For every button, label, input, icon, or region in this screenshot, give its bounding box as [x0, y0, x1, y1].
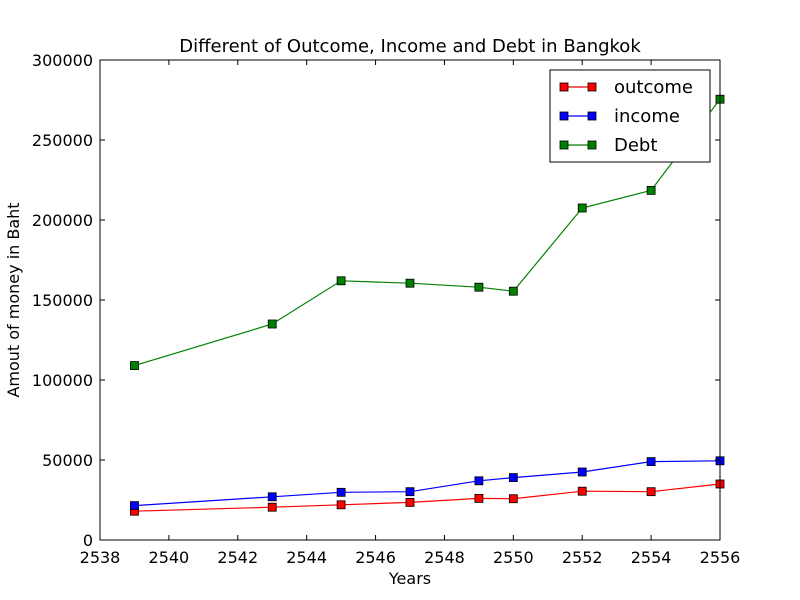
data-point-outcome — [508, 494, 518, 504]
data-point-income — [646, 457, 656, 467]
y-tick-label: 250000 — [32, 131, 93, 150]
x-tick-label: 2554 — [631, 548, 672, 567]
data-point-outcome — [267, 502, 277, 512]
legend-marker — [559, 140, 569, 150]
data-point-income — [130, 501, 139, 511]
x-tick-label: 2556 — [700, 548, 741, 567]
data-point-debt — [130, 361, 139, 371]
legend-entry-income: income — [559, 106, 680, 127]
y-tick-label: 150000 — [32, 291, 93, 310]
y-tick-label: 100000 — [32, 371, 93, 390]
x-axis-label: Years — [388, 569, 431, 588]
data-point-income — [336, 487, 346, 497]
legend-marker — [559, 82, 569, 92]
data-point-income — [267, 492, 277, 502]
y-axis-label: Amout of money in Baht — [4, 202, 23, 397]
data-point-outcome — [577, 486, 587, 496]
data-point-income — [577, 467, 587, 477]
data-point-outcome — [405, 497, 415, 507]
x-tick-label: 2542 — [217, 548, 258, 567]
y-tick-label: 50000 — [42, 451, 93, 470]
legend-marker — [587, 140, 597, 150]
legend-marker — [587, 82, 597, 92]
data-point-outcome — [646, 487, 656, 497]
x-tick-label: 2552 — [562, 548, 603, 567]
legend: outcome income Debt — [549, 69, 711, 163]
x-tick-label: 2538 — [80, 548, 121, 567]
y-tick-label: 300000 — [32, 51, 93, 70]
legend-entry-outcome: outcome — [559, 77, 693, 98]
legend-marker — [587, 111, 597, 121]
legend-label-debt: Debt — [614, 135, 657, 156]
data-point-income — [405, 487, 415, 497]
x-tick-label: 2546 — [355, 548, 396, 567]
x-tick-label: 2544 — [286, 548, 327, 567]
data-point-debt — [577, 203, 587, 213]
y-tick-label: 0 — [83, 531, 93, 550]
chart-title: Different of Outcome, Income and Debt in… — [179, 36, 641, 57]
y-tick-label: 200000 — [32, 211, 93, 230]
legend-marker — [559, 111, 569, 121]
data-point-debt — [646, 185, 656, 195]
data-point-debt — [405, 278, 415, 288]
data-point-debt — [336, 276, 346, 286]
legend-entry-debt: Debt — [559, 135, 657, 156]
data-point-outcome — [474, 493, 484, 503]
data-point-income — [508, 473, 518, 483]
legend-label-outcome: outcome — [614, 77, 693, 98]
x-tick-label: 2540 — [149, 548, 190, 567]
legend-label-income: income — [614, 106, 680, 127]
x-axis: 2538 2540 2542 2544 2546 2548 2550 2552 2554 2556 — [80, 60, 741, 567]
data-point-debt — [508, 286, 518, 296]
data-point-outcome — [336, 500, 346, 510]
x-tick-label: 2548 — [424, 548, 465, 567]
data-point-debt — [267, 319, 277, 329]
data-point-debt — [474, 282, 484, 292]
y-axis: 0 50000 100000 150000 200000 250000 300000 — [32, 51, 720, 550]
data-point-income — [474, 476, 484, 486]
x-tick-label: 2550 — [493, 548, 534, 567]
